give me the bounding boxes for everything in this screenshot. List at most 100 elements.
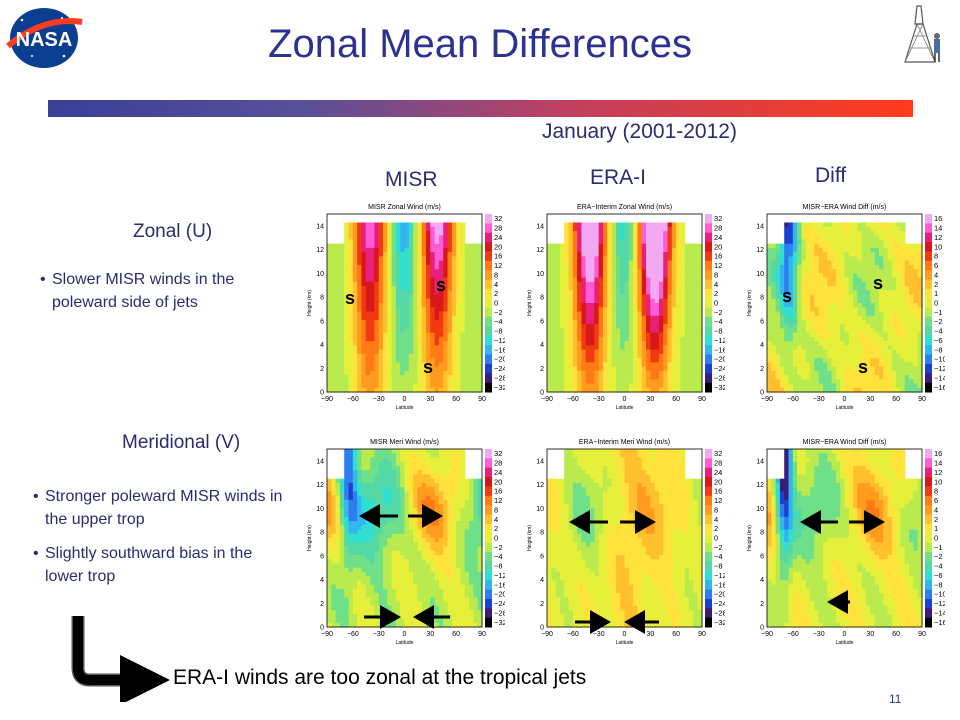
contour-cell (615, 290, 621, 296)
contour-cell (564, 345, 570, 351)
contour-cell (387, 230, 393, 236)
contour-cell (335, 370, 341, 376)
contour-cell (378, 273, 384, 279)
contour-cell (447, 243, 453, 249)
contour-cell (370, 571, 375, 577)
contour-cell (611, 260, 617, 266)
contour-cell (581, 375, 587, 380)
contour-cell (663, 319, 669, 325)
bullet-meridional-1: Stronger poleward MISR winds in the uppe… (33, 485, 290, 531)
contour-cell (477, 247, 483, 253)
contour-cell (598, 286, 604, 291)
contour-cell (797, 370, 803, 376)
contour-cell (913, 294, 919, 300)
contour-cell (551, 298, 557, 304)
contour-cell (822, 294, 828, 300)
contour-cell (624, 362, 630, 368)
contour-cell (784, 298, 790, 304)
contour-cell (477, 298, 483, 304)
contour-cell (870, 387, 876, 393)
contour-cell (810, 281, 815, 287)
contour-cell (853, 252, 859, 257)
contour-cell (357, 324, 363, 330)
contour-cell (421, 281, 427, 287)
contour-cell (602, 264, 608, 270)
contour-cell (857, 336, 863, 342)
contour-cell (365, 593, 371, 598)
contour-cell (784, 235, 790, 241)
contour-cell (352, 315, 358, 321)
contour-cell (904, 298, 910, 304)
colorbar-swatch (485, 307, 492, 318)
contour-cell (382, 457, 388, 463)
contour-cell (866, 362, 871, 368)
contour-cell (464, 252, 470, 257)
contour-cell (374, 618, 380, 624)
contour-cell (551, 332, 557, 338)
contour-cell (848, 222, 854, 228)
contour-cell (357, 256, 363, 262)
contour-cell (395, 260, 401, 266)
contour-cell (413, 298, 419, 304)
contour-cell (430, 247, 436, 253)
contour-cell (547, 349, 552, 355)
contour-cell (374, 336, 380, 342)
colorbar-label: −16 (494, 345, 505, 354)
contour-cell (870, 307, 876, 313)
contour-cell (913, 366, 919, 372)
contour-cell (426, 328, 431, 334)
contour-cell (671, 273, 677, 279)
contour-cell (844, 269, 850, 274)
contour-cell (387, 286, 393, 291)
contour-cell (887, 260, 893, 266)
contour-cell (352, 470, 358, 476)
contour-cell (438, 353, 444, 359)
contour-cell (827, 277, 833, 283)
contour-cell (827, 311, 833, 317)
contour-cell (784, 387, 790, 393)
contour-cell (684, 281, 690, 287)
contour-cell (417, 366, 423, 372)
contour-cell (650, 307, 656, 313)
contour-cell (460, 349, 466, 355)
contour-cell (547, 319, 552, 325)
contour-cell (361, 504, 367, 509)
contour-cell (382, 605, 388, 611)
contour-cell (335, 542, 341, 548)
contour-cell (917, 349, 923, 355)
contour-cell (917, 264, 923, 270)
contour-cell (658, 353, 664, 359)
contour-cell (900, 341, 906, 346)
contour-cell (805, 222, 811, 228)
contour-cell (646, 379, 651, 385)
contour-cell (615, 222, 621, 228)
contour-cell (646, 243, 651, 249)
contour-cell (421, 222, 427, 228)
contour-cell (896, 383, 902, 389)
contour-cell (551, 336, 557, 342)
contour-cell (909, 328, 914, 334)
contour-cell (896, 281, 902, 287)
contour-cell (896, 345, 902, 351)
contour-cell (361, 457, 367, 463)
contour-cell (628, 269, 634, 274)
contour-cell (861, 332, 867, 338)
contour-cell (421, 341, 427, 346)
contour-cell (331, 243, 337, 249)
contour-cell (913, 353, 919, 359)
contour-cell (382, 222, 388, 228)
contour-cell (900, 222, 906, 228)
contour-cell (547, 273, 552, 279)
contour-cell (443, 311, 449, 317)
contour-cell (352, 618, 358, 624)
contour-cell (840, 226, 846, 232)
contour-cell (792, 247, 798, 253)
contour-cell (797, 336, 803, 342)
contour-cell (615, 264, 621, 270)
contour-cell (331, 286, 337, 291)
contour-cell (559, 243, 565, 249)
contour-cell (473, 362, 479, 368)
contour-cell (413, 281, 419, 287)
contour-cell (784, 281, 790, 287)
contour-cell (443, 239, 449, 245)
